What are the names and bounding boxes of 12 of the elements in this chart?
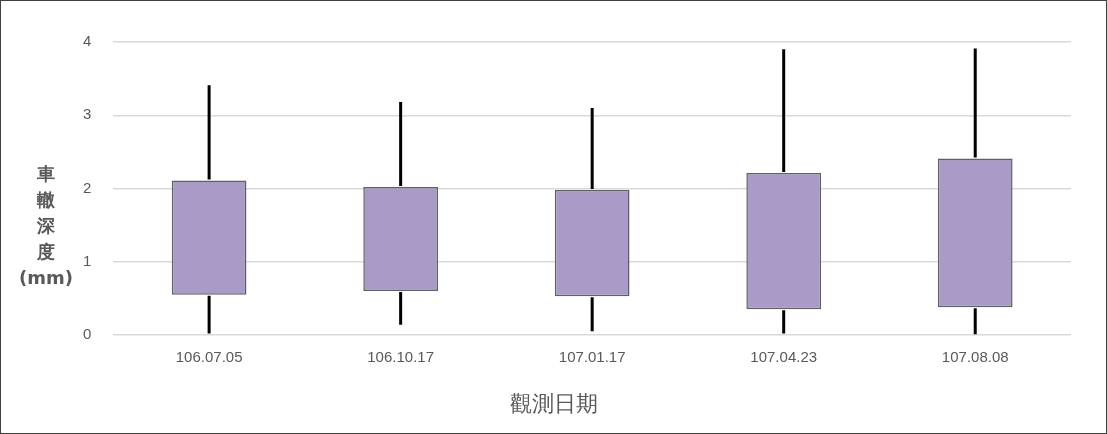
y-tick-label: 1 [83,251,92,269]
x-tick-label: 107.08.08 [941,348,1009,366]
x-tick-label: 107.01.17 [558,348,626,366]
y-axis-title: 車轍深度(mm) [19,162,73,290]
y-tick-label: 3 [83,105,92,123]
x-tick-label: 107.04.23 [750,348,818,366]
x-tick-label: 106.10.17 [367,348,435,366]
y-tick-label: 4 [83,32,92,50]
x-axis-title: 觀測日期 [508,390,599,418]
x-tick-label: 106.07.05 [175,348,243,366]
y-tick-label: 0 [83,325,92,343]
y-tick-label: 2 [83,178,92,196]
